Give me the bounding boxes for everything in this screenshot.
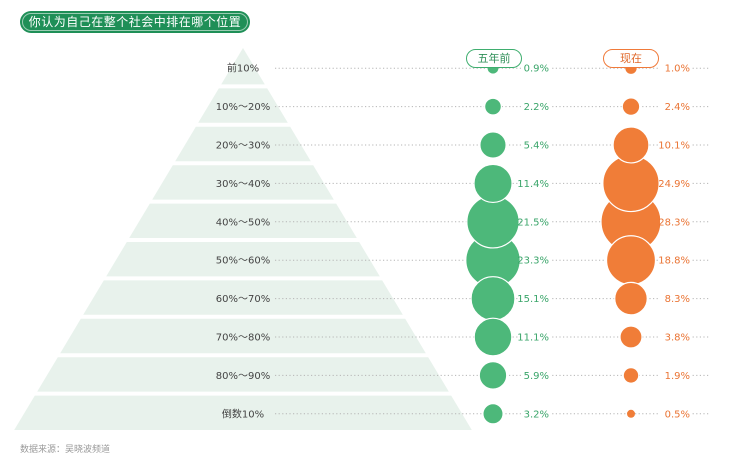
pyramid-band-7 [83, 280, 403, 315]
pyramid-band-5 [129, 203, 357, 238]
value-before-5: 21.5% [517, 217, 549, 228]
label-bg-before-5 [521, 215, 551, 229]
pyramid-band-1 [221, 48, 265, 85]
label-bg-now-5 [660, 215, 691, 229]
label-bg-now-6 [660, 253, 691, 267]
bubble-now-9 [622, 367, 640, 384]
tier-label-8: 70%～80% [216, 333, 270, 344]
bubble-before-2 [484, 97, 502, 116]
label-bg-before-10 [521, 407, 551, 421]
value-now-10: 0.5% [665, 409, 690, 420]
pyramid-band-9 [37, 357, 449, 392]
value-before-7: 15.1% [517, 294, 549, 305]
bubble-before-8 [473, 317, 513, 357]
tier-label-3: 20%～30% [216, 141, 270, 152]
pyramid-band-2 [198, 88, 288, 123]
bubble-now-8 [619, 325, 643, 349]
label-bg-before-2 [521, 100, 551, 114]
bubble-now-10 [627, 409, 635, 418]
bubble-now-7 [614, 281, 648, 316]
tier-label-7: 60%～70% [216, 294, 270, 305]
value-now-1: 1.0% [665, 64, 690, 75]
data-source: 数据来源：吴晓波频道 [20, 445, 111, 455]
bubble-before-3 [479, 131, 507, 159]
value-before-3: 5.4% [524, 141, 549, 152]
legend-before: 五年前 [466, 49, 522, 68]
bubble-before-9 [478, 361, 508, 390]
value-before-6: 23.3% [517, 256, 549, 267]
pyramid-band-10 [14, 395, 472, 430]
label-bg-before-4 [521, 176, 551, 190]
label-bg-before-3 [521, 138, 551, 152]
bubble-before-5 [466, 195, 520, 249]
label-bg-now-3 [660, 138, 691, 152]
pyramid-band-8 [60, 318, 426, 354]
label-bg-before-9 [521, 368, 551, 382]
label-bg-now-2 [660, 100, 691, 114]
label-bg-before-8 [521, 330, 551, 344]
value-before-4: 11.4% [517, 179, 549, 190]
pyramid-band-6 [106, 242, 380, 277]
bubble-now-3 [612, 126, 650, 164]
label-bg-now-4 [660, 176, 691, 190]
value-now-8: 3.8% [665, 333, 690, 344]
label-bg-before-7 [521, 292, 551, 306]
bubble-before-10 [482, 403, 504, 425]
label-bg-now-7 [660, 292, 691, 306]
label-bg-now-8 [660, 330, 691, 344]
tier-label-6: 50%～60% [216, 256, 270, 267]
label-bg-now-1 [660, 61, 691, 75]
value-now-5: 28.3% [658, 217, 690, 228]
value-now-6: 18.8% [658, 256, 690, 267]
value-now-3: 10.1% [658, 141, 690, 152]
bubble-now-4 [602, 154, 660, 213]
label-bg-before-1 [521, 61, 551, 75]
pyramid-band-3 [175, 126, 311, 162]
label-bg-now-9 [660, 368, 691, 382]
value-now-7: 8.3% [665, 294, 690, 305]
chart-title: 你认为自己在整个社会中排在哪个位置 [20, 11, 250, 33]
tier-label-1: 前10% [227, 62, 259, 75]
value-before-1: 0.9% [524, 64, 549, 75]
bubble-before-7 [470, 276, 516, 322]
tier-label-2: 10%～20% [216, 102, 270, 113]
value-before-2: 2.2% [524, 102, 549, 113]
pyramid-band-4 [152, 165, 334, 200]
value-now-9: 1.9% [665, 371, 690, 382]
value-now-2: 2.4% [665, 102, 690, 113]
tier-label-9: 80%～90% [216, 371, 270, 382]
tier-label-4: 30%～40% [216, 179, 270, 190]
bubble-before-4 [473, 163, 513, 204]
tier-label-5: 40%～50% [216, 217, 270, 228]
value-now-4: 24.9% [658, 179, 690, 190]
legend-now: 现在 [603, 49, 659, 68]
label-bg-before-6 [521, 253, 551, 267]
label-bg-now-10 [660, 407, 691, 421]
bubble-now-6 [605, 235, 657, 286]
tier-label-10: 倒数10% [222, 407, 264, 420]
value-before-9: 5.9% [524, 371, 549, 382]
bubble-now-2 [621, 97, 641, 116]
value-before-10: 3.2% [524, 409, 549, 420]
value-before-8: 11.1% [517, 333, 549, 344]
